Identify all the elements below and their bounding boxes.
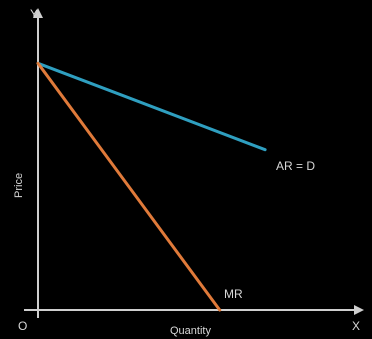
- x-axis-arrow: [354, 305, 364, 315]
- y-axis-title: Price: [13, 173, 25, 198]
- series-line-ar-d: [36, 61, 267, 152]
- y-axis-arrow: [33, 8, 43, 18]
- x-axis-symbol: X: [352, 319, 360, 333]
- x-axis-title: Quantity: [170, 325, 211, 337]
- origin-label: O: [18, 319, 27, 333]
- series-label-ar-d: AR = D: [276, 159, 315, 173]
- y-axis-symbol: Y: [30, 7, 38, 21]
- series-line-mr: [36, 61, 222, 312]
- series-layer: [36, 61, 267, 312]
- series-label-mr: MR: [224, 287, 243, 301]
